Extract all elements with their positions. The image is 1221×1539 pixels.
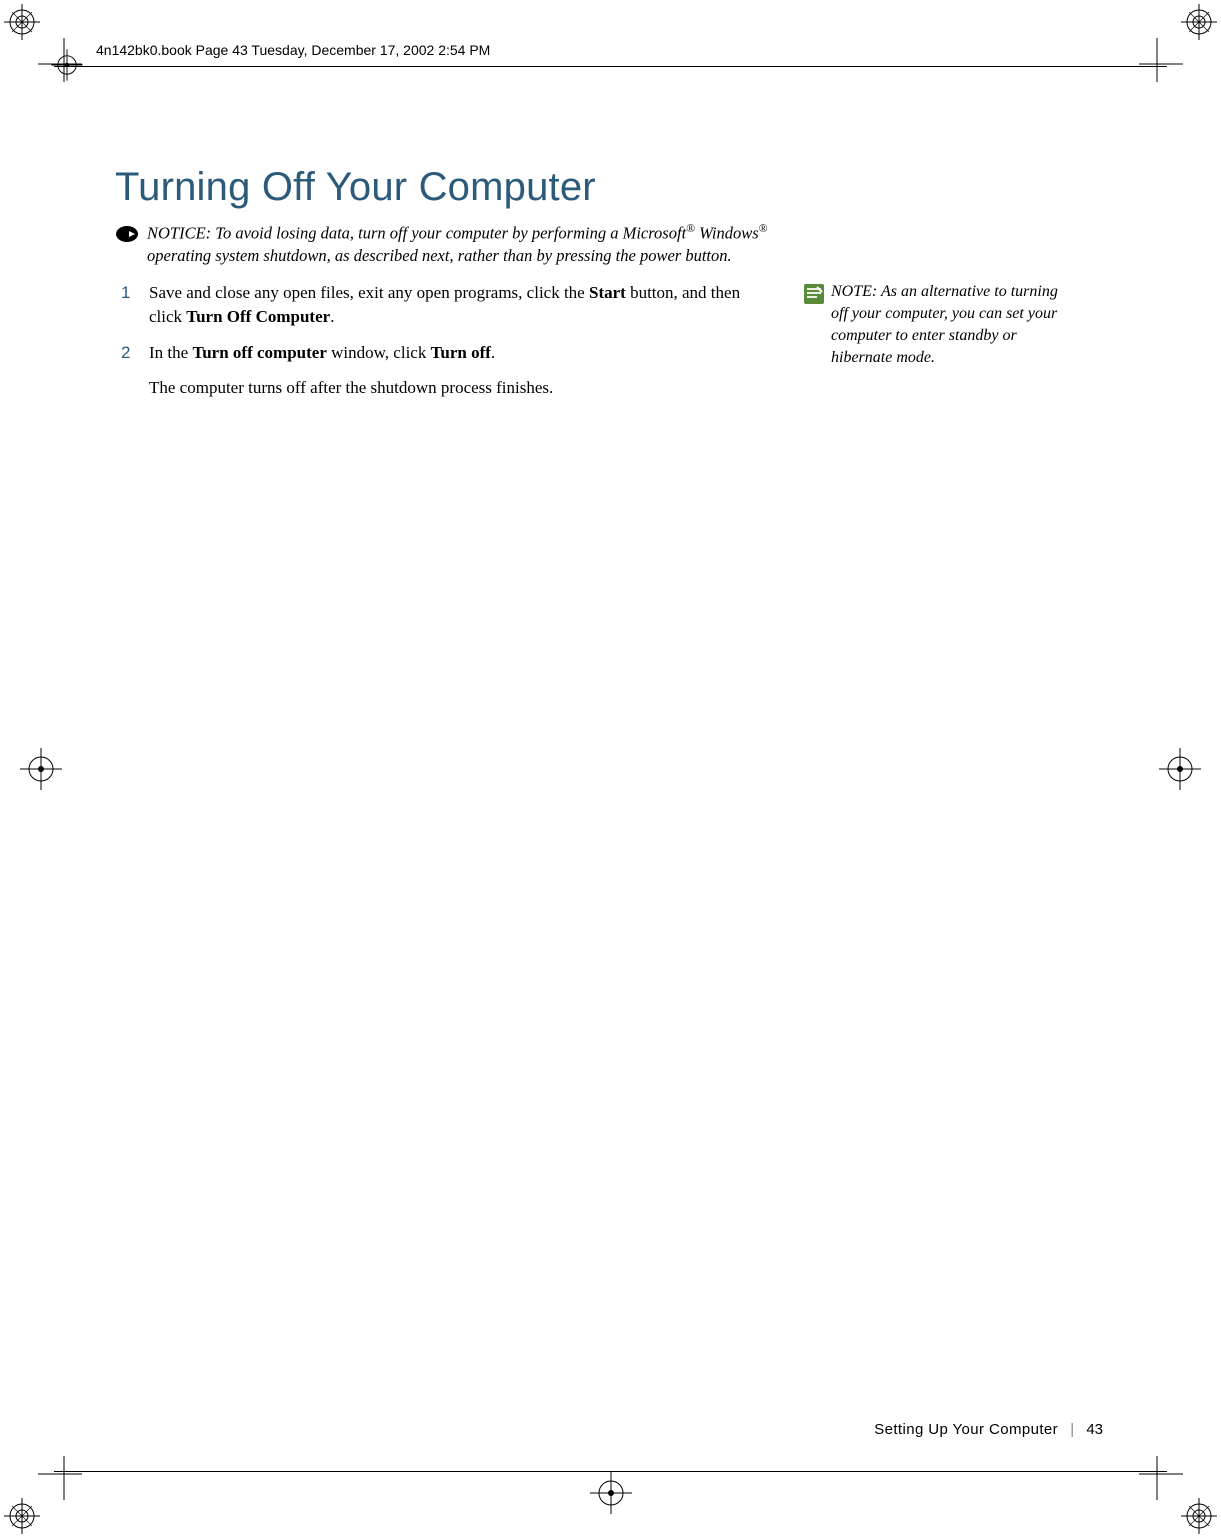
registration-mark-icon	[1181, 4, 1217, 40]
footer-rule	[54, 1471, 1167, 1472]
registration-mark-icon	[4, 1498, 40, 1534]
crop-mark-icon	[38, 1440, 98, 1500]
running-head: 4n142bk0.book Page 43 Tuesday, December …	[96, 42, 490, 58]
notice-label: NOTICE:	[147, 224, 211, 243]
footer-separator: |	[1070, 1421, 1074, 1438]
page-title: Turning Off Your Computer	[115, 165, 1115, 210]
after-steps-text: The computer turns off after the shutdow…	[115, 376, 755, 400]
notice-text: NOTICE: To avoid losing data, turn off y…	[147, 222, 775, 267]
registration-mark-icon	[1181, 1498, 1217, 1534]
step-2: In the Turn off computer window, click T…	[115, 341, 755, 365]
header-rule	[54, 66, 1167, 67]
footer-page-number: 43	[1086, 1421, 1103, 1438]
note-icon	[803, 283, 825, 305]
steps-list: Save and close any open files, exit any …	[115, 281, 755, 364]
crop-mark-icon	[1123, 38, 1183, 98]
page-content: Turning Off Your Computer NOTICE: To avo…	[115, 165, 1115, 400]
crosshair-icon	[44, 42, 90, 88]
crosshair-icon	[16, 744, 66, 794]
step-1: Save and close any open files, exit any …	[115, 281, 755, 329]
notice-icon	[115, 222, 139, 246]
side-note: NOTE: As an alternative to turning off y…	[803, 281, 1063, 369]
crosshair-icon	[586, 1468, 636, 1518]
notice-block: NOTICE: To avoid losing data, turn off y…	[115, 222, 775, 267]
note-text: NOTE: As an alternative to turning off y…	[831, 281, 1063, 369]
page-footer: Setting Up Your Computer | 43	[874, 1421, 1103, 1438]
note-label: NOTE:	[831, 283, 877, 300]
footer-chapter: Setting Up Your Computer	[874, 1421, 1058, 1438]
registration-mark-icon	[4, 4, 40, 40]
crosshair-icon	[1155, 744, 1205, 794]
crop-mark-icon	[1123, 1440, 1183, 1500]
main-column: Save and close any open files, exit any …	[115, 281, 755, 400]
